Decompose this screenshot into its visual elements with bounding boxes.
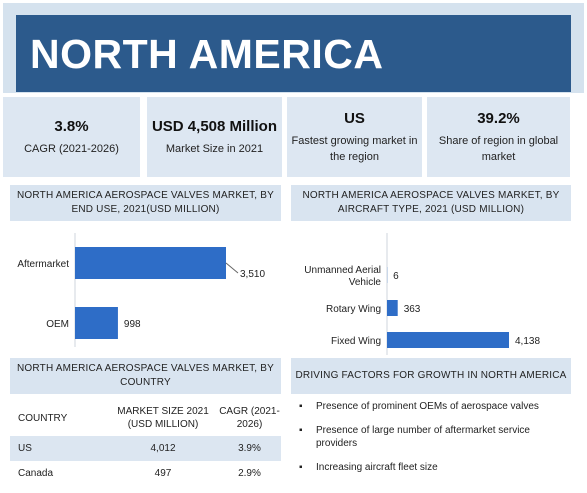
aircraft-value-label: 4,138 (515, 336, 540, 347)
table-cell-country: US (18, 443, 32, 454)
table-header-row: COUNTRY MARKET SIZE 2021 (USD MILLION) C… (10, 400, 281, 436)
end-use-chart: Aftermarket 3,510 OEM 998 (10, 225, 285, 355)
kpi-market-size: USD 4,508 Million Market Size in 2021 (147, 97, 282, 177)
list-item: ▪ Presence of large number of aftermarket… (296, 424, 571, 450)
end-use-bar (75, 307, 118, 339)
list-item: ▪ Increasing aircraft fleet size (296, 461, 571, 474)
banner-bar: NORTH AMERICA (16, 15, 571, 92)
country-table: COUNTRY MARKET SIZE 2021 (USD MILLION) C… (10, 400, 281, 486)
end-use-value-label: 3,510 (240, 269, 265, 280)
table-header-cagr: CAGR (2021-2026) (219, 406, 280, 430)
country-table-title: NORTH AMERICA AEROSPACE VALVES MARKET, B… (10, 358, 281, 394)
kpi-cagr-label: CAGR (2021-2026) (24, 142, 119, 155)
table-row: Canada 497 2.9% (10, 461, 281, 486)
kpi-cagr: 3.8% CAGR (2021-2026) (3, 97, 140, 177)
kpi-fastest-market-value: US (344, 109, 365, 127)
kpi-region-share: 39.2% Share of region in global market (427, 97, 570, 177)
end-use-category-label: Aftermarket (17, 259, 69, 270)
aircraft-category-label: Vehicle (349, 277, 382, 288)
end-use-chart-title: NORTH AMERICA AEROSPACE VALVES MARKET, B… (10, 185, 281, 221)
driver-text: Presence of large number of aftermarket … (316, 425, 530, 449)
page-title: NORTH AMERICA (30, 31, 384, 77)
kpi-region-share-value: 39.2% (477, 109, 520, 127)
aircraft-bar (387, 332, 509, 348)
driver-text: Increasing aircraft fleet size (316, 462, 438, 473)
table-cell-cagr: 2.9% (238, 468, 261, 479)
aircraft-value-label: 363 (404, 304, 421, 315)
aircraft-chart: Unmanned Aerial Vehicle 6 Rotary Wing 363 Fix… (291, 225, 576, 355)
driver-text: Presence of prominent OEMs of aerospace … (316, 401, 539, 412)
end-use-category-label: OEM (46, 319, 69, 330)
aircraft-category-label: Unmanned Aerial (304, 265, 381, 276)
end-use-value-label: 998 (124, 319, 141, 330)
table-cell-country: Canada (18, 468, 54, 479)
table-cell-cagr: 3.9% (238, 443, 261, 454)
kpi-market-size-value: USD 4,508 Million (151, 117, 278, 135)
bullet-icon: ▪ (299, 401, 303, 412)
kpi-cagr-value: 3.8% (54, 117, 89, 135)
banner: NORTH AMERICA (3, 3, 584, 93)
aircraft-chart-title: NORTH AMERICA AEROSPACE VALVES MARKET, B… (291, 185, 571, 221)
list-item: ▪ Presence of prominent OEMs of aerospace… (296, 400, 571, 413)
table-cell-market-size: 4,012 (150, 443, 176, 454)
drivers-title: DRIVING FACTORS FOR GROWTH IN NORTH AMER… (291, 358, 571, 394)
kpi-region-share-label: Share of region in global market (438, 134, 559, 163)
end-use-leader-line (225, 262, 239, 274)
end-use-chart-svg: Aftermarket 3,510 OEM 998 (17, 233, 265, 347)
table-header-country: COUNTRY (18, 412, 68, 424)
table-row: US 4,012 3.9% (10, 436, 281, 461)
aircraft-category-label: Rotary Wing (326, 304, 381, 315)
kpi-market-size-label: Market Size in 2021 (165, 142, 264, 155)
kpi-fastest-market-label: Fastest growing market in the region (291, 134, 418, 163)
table-header-market-size: MARKET SIZE 2021 (USD MILLION) (117, 406, 209, 430)
bullet-icon: ▪ (299, 425, 303, 436)
drivers-list: ▪ Presence of prominent OEMs of aerospace… (296, 400, 571, 485)
bullet-icon: ▪ (299, 462, 303, 473)
aircraft-bar (387, 300, 398, 316)
table-cell-market-size: 497 (154, 468, 172, 479)
aircraft-value-label: 6 (393, 271, 399, 282)
aircraft-category-label: Fixed Wing (331, 336, 381, 347)
end-use-bar (75, 247, 226, 279)
kpi-fastest-market: US Fastest growing market in the region (287, 97, 422, 177)
